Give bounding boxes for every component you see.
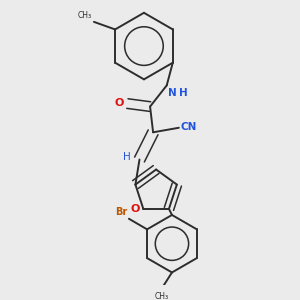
Text: CN: CN	[181, 122, 197, 132]
Text: H: H	[179, 88, 188, 98]
Text: H: H	[123, 152, 130, 161]
Text: O: O	[131, 204, 140, 214]
Text: CH₃: CH₃	[154, 292, 168, 300]
Text: O: O	[114, 98, 124, 108]
Text: CH₃: CH₃	[77, 11, 92, 20]
Text: N: N	[168, 88, 177, 98]
Text: Br: Br	[115, 207, 128, 217]
